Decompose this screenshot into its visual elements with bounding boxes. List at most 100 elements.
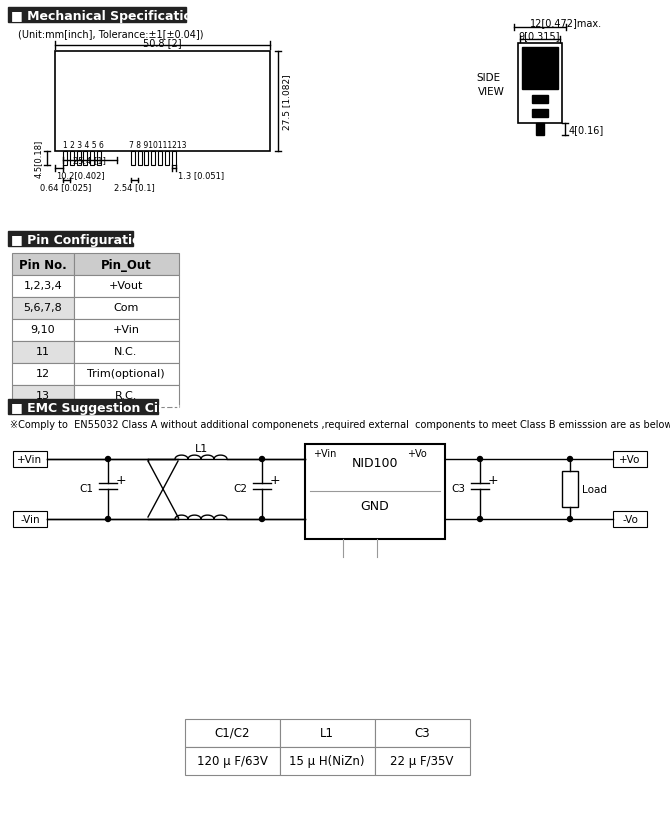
Text: 10.2[0.402]: 10.2[0.402]	[56, 171, 105, 180]
Bar	[13, 451, 47, 468]
Bar	[74, 319, 179, 342]
Text: VIEW: VIEW	[478, 87, 505, 97]
Text: GND: GND	[360, 500, 389, 513]
Text: 4[0.16]: 4[0.16]	[569, 124, 604, 135]
Bar	[536, 124, 544, 136]
Text: 15 μ H(NiZn): 15 μ H(NiZn)	[289, 754, 364, 767]
Bar	[12, 319, 74, 342]
Text: +Vin: +Vin	[313, 449, 336, 459]
Text: SIDE: SIDE	[476, 73, 500, 83]
Text: NID100: NID100	[352, 456, 398, 469]
Text: 2.54 [0.1]: 2.54 [0.1]	[114, 183, 154, 192]
Text: 50.8 [2]: 50.8 [2]	[143, 38, 182, 48]
Circle shape	[259, 517, 265, 522]
Text: 13: 13	[36, 391, 50, 400]
Text: C1: C1	[79, 483, 93, 493]
Text: -Vo: -Vo	[622, 514, 638, 524]
Text: +Vin: +Vin	[113, 324, 139, 335]
Text: 12: 12	[36, 369, 50, 378]
Circle shape	[567, 457, 572, 462]
Bar	[131, 152, 135, 165]
Bar	[12, 254, 74, 276]
Bar	[305, 445, 445, 540]
Bar	[8, 232, 133, 247]
Text: ■ Mechanical Specification: ■ Mechanical Specification	[11, 10, 201, 23]
Bar	[518, 44, 562, 124]
Text: 25.4 [1]: 25.4 [1]	[72, 156, 105, 165]
Text: 9,10: 9,10	[31, 324, 56, 335]
Text: 7 8 910111213: 7 8 910111213	[129, 141, 186, 150]
Text: ※Comply to  EN55032 Class A without additional componenets ,required external  c: ※Comply to EN55032 Class A without addit…	[10, 419, 670, 429]
Bar	[13, 511, 47, 527]
Bar	[74, 254, 179, 276]
Circle shape	[567, 517, 572, 522]
Text: C1/C2: C1/C2	[214, 726, 250, 739]
Text: ■ Pin Configuration: ■ Pin Configuration	[11, 233, 149, 247]
Text: Trim(optional): Trim(optional)	[87, 369, 165, 378]
Bar	[145, 152, 148, 165]
Bar	[76, 152, 80, 165]
Text: N.C.: N.C.	[115, 346, 138, 356]
Text: +Vo: +Vo	[407, 449, 427, 459]
Text: -Vin: -Vin	[20, 514, 40, 524]
Bar	[12, 342, 74, 364]
Bar	[74, 297, 179, 319]
Bar	[613, 451, 647, 468]
Bar	[280, 719, 375, 747]
Text: 9[0.315]: 9[0.315]	[518, 31, 559, 41]
Text: L1: L1	[320, 726, 334, 739]
Text: (Unit:mm[inch], Tolerance:±1[±0.04]): (Unit:mm[inch], Tolerance:±1[±0.04])	[18, 29, 204, 39]
Text: 4.5[0.18]: 4.5[0.18]	[34, 140, 43, 178]
Bar	[12, 297, 74, 319]
Bar	[185, 719, 280, 747]
Bar	[562, 472, 578, 508]
Text: Pin No.: Pin No.	[19, 259, 67, 272]
Bar	[137, 152, 141, 165]
Circle shape	[259, 457, 265, 462]
Text: +: +	[270, 473, 281, 486]
Text: +Vout: +Vout	[109, 281, 143, 291]
Text: 22 μ F/35V: 22 μ F/35V	[391, 754, 454, 767]
Bar	[158, 152, 162, 165]
Bar	[12, 276, 74, 297]
Bar	[74, 276, 179, 297]
Text: 120 μ F/63V: 120 μ F/63V	[196, 754, 267, 767]
Circle shape	[105, 457, 111, 462]
Text: ■ EMC Suggestion Circuit: ■ EMC Suggestion Circuit	[11, 401, 190, 414]
Text: +: +	[116, 473, 127, 486]
Bar	[74, 364, 179, 386]
Text: Com: Com	[113, 303, 139, 313]
Text: +: +	[488, 473, 498, 486]
Bar	[74, 342, 179, 364]
Bar	[532, 110, 548, 118]
Bar	[172, 152, 176, 165]
Bar	[74, 386, 179, 408]
Bar	[280, 747, 375, 775]
Bar	[90, 152, 94, 165]
Text: 12[0.472]max.: 12[0.472]max.	[530, 18, 602, 28]
Bar	[532, 96, 548, 104]
Bar	[70, 152, 74, 165]
Text: +Vo: +Vo	[619, 455, 641, 464]
Bar	[165, 152, 169, 165]
Circle shape	[478, 517, 482, 522]
Text: 11: 11	[36, 346, 50, 356]
Bar	[12, 364, 74, 386]
Text: 1,2,3,4: 1,2,3,4	[23, 281, 62, 291]
Circle shape	[105, 517, 111, 522]
Circle shape	[478, 457, 482, 462]
Text: +Vin: +Vin	[17, 455, 43, 464]
Text: 1 2 3 4 5 6: 1 2 3 4 5 6	[63, 141, 104, 150]
Bar	[185, 747, 280, 775]
Text: C3: C3	[414, 726, 430, 739]
Text: 27.5 [1.082]: 27.5 [1.082]	[282, 74, 291, 129]
Bar	[375, 747, 470, 775]
Bar	[8, 400, 158, 414]
Text: 1.3 [0.051]: 1.3 [0.051]	[178, 171, 224, 180]
Bar	[83, 152, 87, 165]
Bar	[8, 8, 186, 23]
Text: L1: L1	[194, 443, 208, 454]
Bar	[97, 152, 101, 165]
Bar	[522, 48, 558, 90]
Bar	[63, 152, 67, 165]
